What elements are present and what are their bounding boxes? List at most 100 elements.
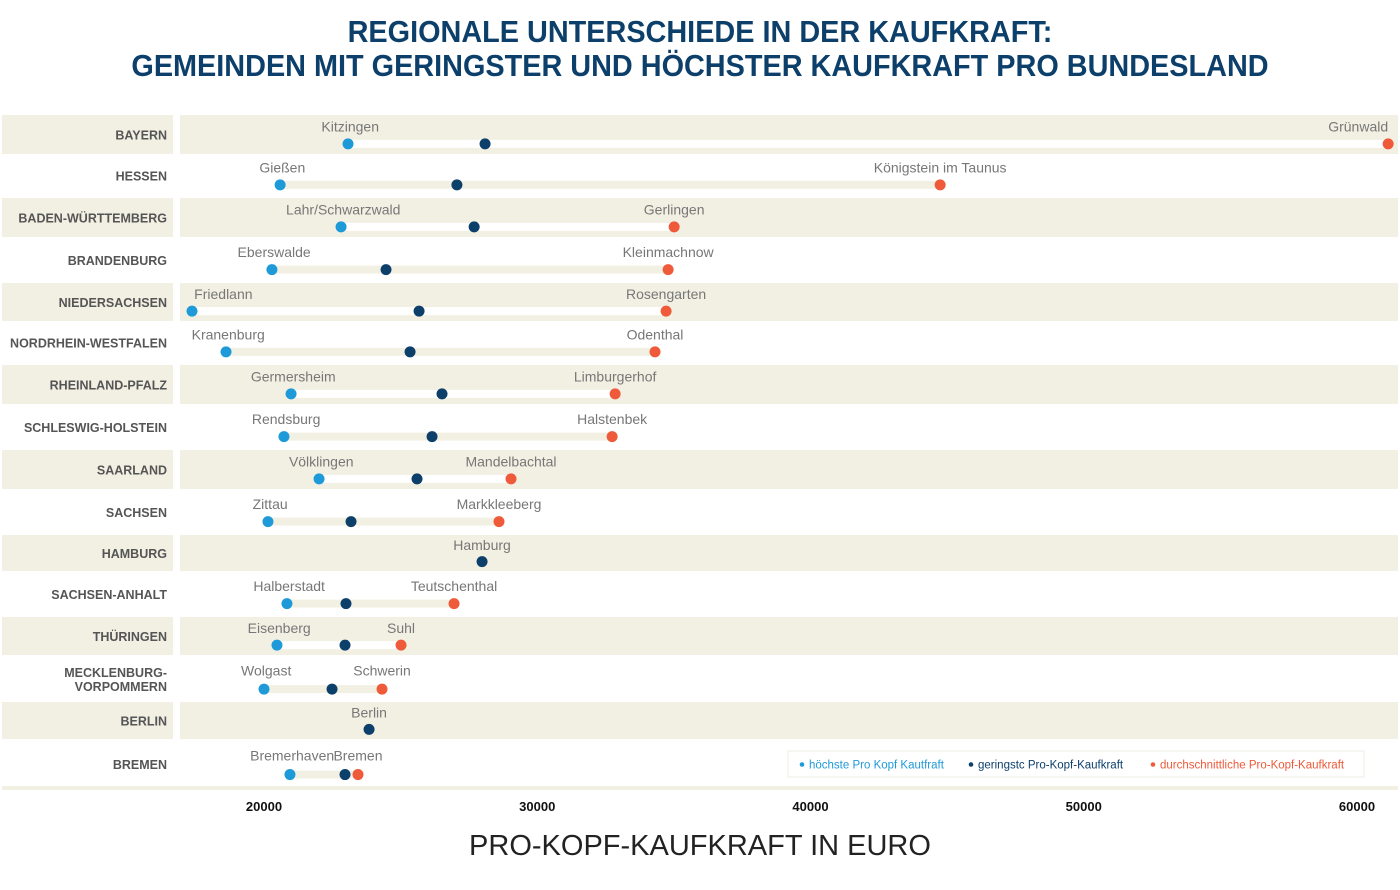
high-label: Königstein im Taunus — [874, 159, 1007, 175]
high-label: Limburgerhof — [574, 368, 657, 384]
x-axis-label: PRO-KOPF-KAUFKRAFT IN EURO — [469, 830, 931, 862]
avg-label: Berlin — [351, 705, 387, 721]
high-label: Suhl — [387, 620, 415, 636]
high-dot — [493, 516, 505, 528]
state-label: SCHLESWIG-HOLSTEIN — [24, 421, 167, 435]
high-dot — [660, 305, 672, 317]
high-dot — [505, 473, 517, 485]
low-label: Völklingen — [289, 453, 354, 469]
low-label: Lahr/Schwarzwald — [286, 201, 400, 217]
range-track — [286, 599, 455, 608]
avg-dot — [479, 138, 491, 150]
legend-item: geringstc Pro-Kopf-Kaufkraft — [978, 760, 1124, 772]
avg-dot — [476, 556, 488, 568]
high-label: Schwerin — [353, 663, 411, 679]
range-track — [341, 222, 675, 231]
low-dot — [313, 473, 325, 485]
low-dot — [258, 683, 270, 695]
avg-label: Hamburg — [453, 537, 511, 553]
low-dot — [220, 346, 232, 358]
range-track — [271, 265, 669, 274]
x-tick-label: 40000 — [792, 799, 828, 814]
low-dot — [278, 431, 290, 443]
range-track — [191, 307, 667, 316]
high-dot — [376, 683, 388, 695]
row-band-label — [2, 617, 173, 655]
high-label: Teutschenthal — [411, 578, 497, 594]
low-dot — [186, 305, 198, 317]
state-label: RHEINLAND-PFALZ — [50, 379, 168, 393]
legend-item: durchschnittliche Pro-Kopf-Kaufkraft — [1160, 760, 1345, 772]
high-dot — [609, 388, 621, 400]
range-track — [226, 347, 656, 356]
chart-title-line1: REGIONALE UNTERSCHIEDE IN DER KAUFKRAFT: — [347, 14, 1053, 49]
low-dot — [285, 388, 297, 400]
avg-dot — [380, 264, 392, 276]
low-dot — [342, 138, 354, 150]
row-band-label — [2, 115, 173, 154]
state-label: BADEN-WÜRTTEMBERG — [18, 211, 167, 226]
avg-dot — [340, 598, 352, 610]
row-band-plot — [180, 702, 1398, 739]
state-label: THÜRINGEN — [93, 629, 167, 644]
avg-dot — [451, 179, 463, 191]
range-track — [280, 180, 941, 189]
high-label: Odenthal — [627, 326, 684, 342]
low-dot — [281, 598, 293, 610]
row-band-plot — [180, 535, 1398, 571]
row-band-label — [2, 365, 173, 404]
low-dot — [271, 639, 283, 651]
range-track — [267, 517, 499, 526]
low-label: Kranenburg — [192, 326, 265, 342]
low-label: Zittau — [253, 496, 288, 512]
state-label: VORPOMMERN — [75, 680, 167, 694]
high-label: Kleinmachnow — [623, 244, 715, 260]
row-band-plot — [180, 450, 1398, 489]
high-label: Gerlingen — [644, 201, 705, 217]
low-label: Halberstadt — [253, 578, 325, 594]
low-label: Gießen — [259, 159, 305, 175]
range-track — [264, 685, 383, 694]
high-label: Mandelbachtal — [465, 453, 556, 469]
state-label: BAYERN — [115, 129, 167, 143]
x-tick-label: 30000 — [519, 799, 555, 814]
avg-dot — [411, 473, 423, 485]
low-dot — [335, 221, 347, 233]
row-band-label — [2, 450, 173, 489]
high-dot — [606, 431, 618, 443]
low-label: Rendsburg — [252, 411, 321, 427]
row-band-label — [2, 535, 173, 571]
low-dot — [274, 179, 286, 191]
row-band-label — [2, 283, 173, 321]
legend-box — [787, 750, 1365, 778]
low-label: Eberswalde — [238, 244, 311, 260]
x-tick-label: 60000 — [1339, 799, 1375, 814]
row-band-plot — [180, 283, 1398, 321]
low-dot — [266, 264, 278, 276]
avg-dot — [345, 516, 357, 528]
row-band-plot — [180, 365, 1398, 404]
high-label: Grünwald — [1328, 118, 1388, 134]
low-dot — [284, 769, 296, 781]
high-dot — [395, 639, 407, 651]
low-label: Friedlann — [194, 286, 252, 302]
row-band-plot — [180, 617, 1398, 655]
chart-title-line2: GEMEINDEN MIT GERINGSTER UND HÖCHSTER KA… — [131, 48, 1269, 83]
low-label: Germersheim — [251, 368, 336, 384]
avg-dot — [339, 639, 351, 651]
state-label: NORDRHEIN-WESTFALEN — [10, 337, 167, 351]
state-label: MECKLENBURG- — [64, 666, 167, 680]
state-label: SACHSEN-ANHALT — [51, 588, 167, 602]
range-track — [283, 432, 613, 441]
bottom-band — [2, 786, 1398, 790]
high-dot — [352, 769, 364, 781]
state-label: BREMEN — [113, 758, 167, 772]
high-label: Rosengarten — [626, 286, 706, 302]
range-track — [289, 770, 358, 779]
avg-dot — [436, 388, 448, 400]
low-label: Kitzingen — [321, 118, 379, 134]
legend-item: höchste Pro Kopf Kautfraft — [809, 760, 945, 772]
high-dot — [448, 598, 460, 610]
avg-dot — [468, 221, 480, 233]
